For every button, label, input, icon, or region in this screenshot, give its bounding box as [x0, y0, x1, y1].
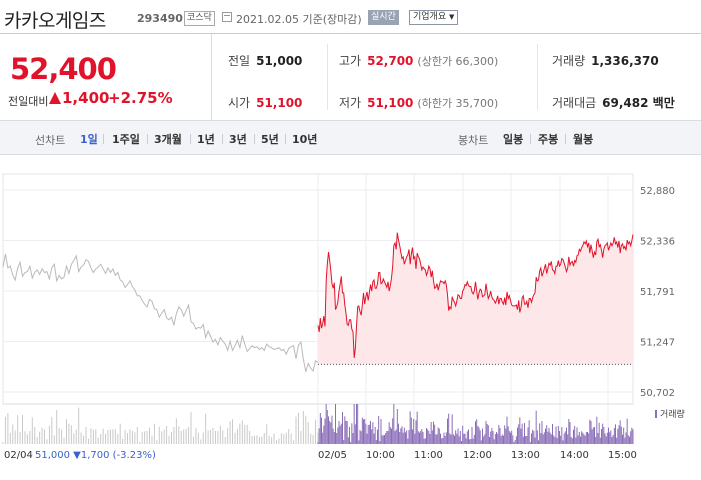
stat-open: 시가 51,100 [228, 94, 302, 111]
divider [285, 134, 286, 144]
stat-label: 거래량 [552, 54, 586, 68]
stock-code: 293490 [137, 12, 183, 25]
stat-prev-close: 전일 51,000 [228, 52, 302, 69]
chart-footer: 02/04 51,000 ▼1,700 (-3.23%) 02/05 10:00… [0, 446, 701, 480]
company-info-label: 기업개요 [413, 12, 447, 22]
calendar-icon [222, 12, 232, 22]
stat-value: 69,482 백만 [602, 96, 675, 110]
tab-1week[interactable]: 1주일 [112, 133, 140, 146]
series-line-prev-day [2, 253, 319, 372]
series-line-today [317, 232, 634, 358]
stat-low: 저가 51,100 (하한가 35,700) [339, 94, 498, 111]
change-percent: +2.75% [108, 89, 173, 107]
y-tick-label: 51,791 [640, 287, 675, 298]
tab-daily[interactable]: 일봉 [503, 133, 524, 146]
divider [222, 134, 223, 144]
realtime-button[interactable]: 실시간 [368, 10, 399, 25]
stat-label: 전일 [228, 54, 251, 68]
stat-amount: 거래대금 69,482 백만 [552, 94, 675, 111]
candle-chart-label: 봉차트 [458, 134, 489, 147]
x-tick-label: 15:00 [608, 450, 637, 461]
y-tick-label: 52,880 [640, 186, 675, 197]
x-tick-label: 13:00 [511, 450, 540, 461]
tab-3years[interactable]: 3년 [229, 133, 247, 146]
stats-grid: 전일 51,000 시가 51,100 고가 52,700 (상한가 66,300) 저… [212, 34, 701, 120]
tab-1year[interactable]: 1년 [197, 133, 215, 146]
market-badge: 코스닥 [184, 11, 215, 26]
volume-legend-label: 거래량 [660, 408, 685, 420]
stat-value: 51,000 [256, 54, 303, 68]
divider [327, 44, 328, 110]
y-tick-label: 50,702 [640, 388, 675, 399]
up-triangle-icon [49, 92, 61, 104]
stat-label: 시가 [228, 96, 251, 110]
stat-value: 51,100 [367, 96, 414, 110]
line-chart-label: 선차트 [35, 134, 66, 147]
price-chart[interactable]: 52,880 52,336 51,791 51,247 50,702 거래량 [0, 156, 701, 446]
change-amount: 1,400 [62, 89, 110, 107]
tab-5years[interactable]: 5년 [261, 133, 279, 146]
divider [530, 134, 531, 144]
y-tick-label: 52,336 [640, 237, 675, 248]
chart-tab-bar: 선차트 1일 1주일 3개월 1년 3년 5년 10년 봉차트 일봉 주봉 월봉 [0, 120, 701, 155]
stat-high: 고가 52,700 (상한가 66,300) [339, 52, 498, 69]
tab-3months[interactable]: 3개월 [154, 133, 182, 146]
tab-weekly[interactable]: 주봉 [538, 133, 559, 146]
price-panel: 52,400 전일대비 1,400 +2.75% [0, 34, 212, 120]
divider [537, 44, 538, 110]
upper-limit: (상한가 66,300) [417, 55, 499, 68]
x-tick-label: 14:00 [560, 450, 589, 461]
x-tick-label: 12:00 [463, 450, 492, 461]
area-fill [318, 232, 633, 365]
y-tick-label: 51,247 [640, 338, 675, 349]
tab-10years[interactable]: 10년 [292, 133, 318, 146]
prev-date: 02/04 [4, 450, 33, 461]
stat-label: 고가 [339, 54, 362, 68]
lower-limit: (하한가 35,700) [417, 97, 499, 110]
divider [147, 134, 148, 144]
stat-label: 거래대금 [552, 96, 597, 110]
base-date: 2021.02.05 기준(장마감) [236, 13, 362, 26]
x-tick-label: 02/05 [318, 450, 347, 461]
tab-1day[interactable]: 1일 [80, 133, 98, 146]
stat-value: 51,100 [256, 96, 303, 110]
stat-value: 1,336,370 [591, 54, 659, 68]
stat-value: 52,700 [367, 54, 414, 68]
tab-monthly[interactable]: 월봉 [573, 133, 594, 146]
stock-name[interactable]: 카카오게임즈 [4, 10, 106, 32]
change-label: 전일대비 [8, 95, 49, 108]
company-info-button[interactable]: 기업개요 ▼ [409, 10, 459, 25]
stat-volume: 거래량 1,336,370 [552, 52, 659, 69]
current-price: 52,400 [10, 52, 117, 86]
divider [190, 134, 191, 144]
divider [565, 134, 566, 144]
volume-legend-swatch [655, 410, 657, 418]
x-tick-label: 11:00 [414, 450, 443, 461]
chevron-down-icon: ▼ [449, 13, 455, 21]
divider [103, 134, 104, 144]
stock-header: 카카오게임즈 293490 코스닥 2021.02.05 기준(장마감) 실시간… [0, 0, 701, 34]
x-tick-label: 10:00 [366, 450, 395, 461]
divider [254, 134, 255, 144]
stat-label: 저가 [339, 96, 362, 110]
prev-close-info: 51,000 ▼1,700 (-3.23%) [35, 450, 156, 461]
